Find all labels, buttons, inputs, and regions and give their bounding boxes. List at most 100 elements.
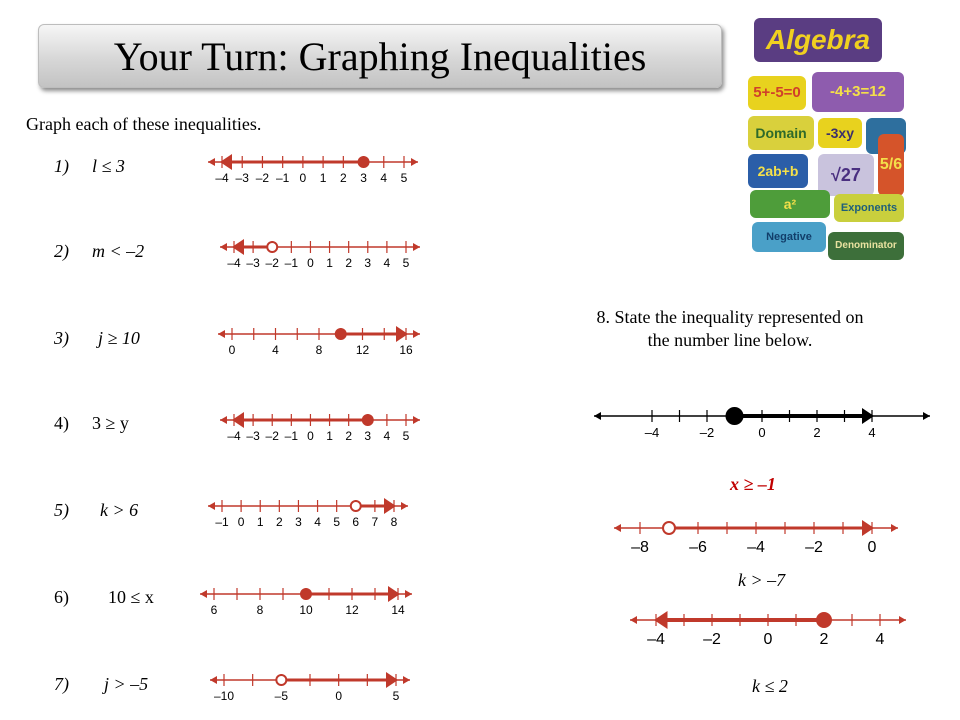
tick-label: 0	[300, 171, 307, 185]
closed-endpoint	[334, 328, 347, 340]
tick-label: 5	[401, 171, 408, 185]
number-line-1: –4 –3 –2 –1 0 1 2 3 4 5	[208, 154, 418, 185]
number-line-extra-2: –4 –2 0 2 4	[630, 611, 906, 648]
tick-label: 1	[320, 171, 327, 185]
tick-label: 8	[391, 515, 398, 529]
axis-arrow-left	[220, 416, 227, 424]
open-endpoint	[662, 521, 676, 535]
axis-arrow-left	[200, 590, 207, 598]
question-8-line1: 8. State the inequality represented on	[596, 307, 864, 327]
solution-arrowhead	[220, 154, 232, 170]
solution-arrowhead	[386, 672, 398, 688]
tick-label: 4	[384, 429, 391, 443]
closed-endpoint	[816, 612, 832, 628]
problem-1: 1) l ≤ 3	[54, 156, 125, 176]
tick-label: –3	[236, 171, 250, 185]
collage-algebra: Algebra	[754, 18, 882, 62]
number-line-q8: –4 –2 0 2 4	[594, 407, 930, 440]
open-endpoint	[349, 500, 362, 512]
collage-domain: Domain	[748, 116, 814, 150]
tick-label: 0	[238, 515, 245, 529]
answer-extra-2: k ≤ 2	[752, 676, 788, 696]
tick-label: 14	[391, 603, 405, 617]
solution-arrowhead	[384, 498, 396, 514]
problem-2: 2) m < –2	[54, 241, 145, 261]
tick-label: 3	[364, 429, 371, 443]
tick-label: –1	[215, 515, 229, 529]
problem-6: 6) 10 ≤ x	[54, 587, 154, 607]
tick-label: 7	[372, 515, 379, 529]
solution-arrowhead	[396, 326, 408, 342]
problem-3: 3) j ≥ 10	[54, 328, 140, 348]
axis-arrow-right	[891, 524, 898, 532]
tick-label: 8	[316, 343, 323, 357]
tick-label: –3	[246, 429, 260, 443]
tick-label: –4	[215, 171, 229, 185]
axis-arrow-left	[208, 502, 215, 510]
axis-arrow-left	[210, 676, 217, 684]
question-8: 8. State the inequality represented on t…	[520, 306, 940, 351]
tick-label: –6	[689, 539, 707, 556]
closed-endpoint	[725, 407, 744, 425]
axis-arrow-left	[208, 158, 215, 166]
tick-label: 5	[403, 256, 410, 270]
axis-arrow-right	[401, 502, 408, 510]
solution-arrowhead	[388, 586, 400, 602]
answer-q8: x ≥ –1	[730, 474, 776, 494]
tick-label: –8	[631, 539, 649, 556]
number-line-3: 0 4 8 12 16	[218, 326, 420, 357]
number-line-extra-1: –8 –6 –4 –2 0	[614, 520, 898, 556]
tick-label: 1	[326, 429, 333, 443]
tick-label: 4	[868, 425, 875, 440]
collage-expr: 2ab+b	[748, 154, 808, 188]
axis-arrow-right	[413, 416, 420, 424]
axis-arrow-right	[411, 158, 418, 166]
tick-label: –2	[266, 256, 280, 270]
solution-arrowhead	[862, 408, 874, 424]
solution-arrowhead	[862, 520, 874, 536]
tick-label: 0	[758, 425, 765, 440]
axis-arrow-right	[405, 590, 412, 598]
tick-label: 2	[813, 425, 820, 440]
tick-label: 12	[356, 343, 370, 357]
tick-label: –4	[645, 425, 659, 440]
page-title: Your Turn: Graphing Inequalities	[113, 33, 647, 79]
tick-label: 4	[380, 171, 387, 185]
collage-denominator: Denominator	[828, 232, 904, 260]
collage-eq1: 5+-5=0	[748, 76, 806, 110]
instruction-text: Graph each of these inequalities.	[26, 114, 262, 134]
collage-fraction: 5/6	[878, 134, 904, 196]
open-endpoint	[266, 241, 279, 253]
closed-endpoint	[357, 156, 370, 168]
axis-arrow-right	[413, 243, 420, 251]
tick-label: 0	[868, 539, 877, 556]
tick-label: 2	[276, 515, 283, 529]
closed-endpoint	[300, 588, 312, 600]
tick-label: 6	[352, 515, 359, 529]
tick-label: 0	[307, 429, 314, 443]
tick-label: 2	[340, 171, 347, 185]
tick-label: –2	[805, 539, 823, 556]
problem-4: 4) 3 ≥ y	[54, 413, 129, 433]
tick-label: 8	[257, 603, 264, 617]
axis-arrow-left	[220, 243, 227, 251]
tick-label: 12	[345, 603, 359, 617]
tick-label: 6	[211, 603, 218, 617]
tick-label: 2	[345, 256, 352, 270]
collage-root: √27	[818, 154, 874, 196]
tick-label: –1	[285, 256, 299, 270]
tick-label: –10	[214, 689, 234, 703]
problem-7: 7) j > –5	[54, 674, 149, 694]
open-endpoint	[275, 674, 288, 686]
number-line-6: 6 8 10 12 14	[200, 586, 412, 617]
tick-label: 4	[314, 515, 321, 529]
tick-label: –1	[285, 429, 299, 443]
axis-arrow-left	[614, 524, 621, 532]
tick-label: –4	[227, 429, 241, 443]
tick-label: 2	[345, 429, 352, 443]
tick-label: 4	[272, 343, 279, 357]
tick-label: –4	[227, 256, 241, 270]
tick-label: 1	[326, 256, 333, 270]
number-line-5: –1 0 1 2 3 4 5 6 7 8	[208, 498, 408, 529]
number-line-4: –4 –3 –2 –1 0 1 2 3 4 5	[220, 412, 420, 443]
